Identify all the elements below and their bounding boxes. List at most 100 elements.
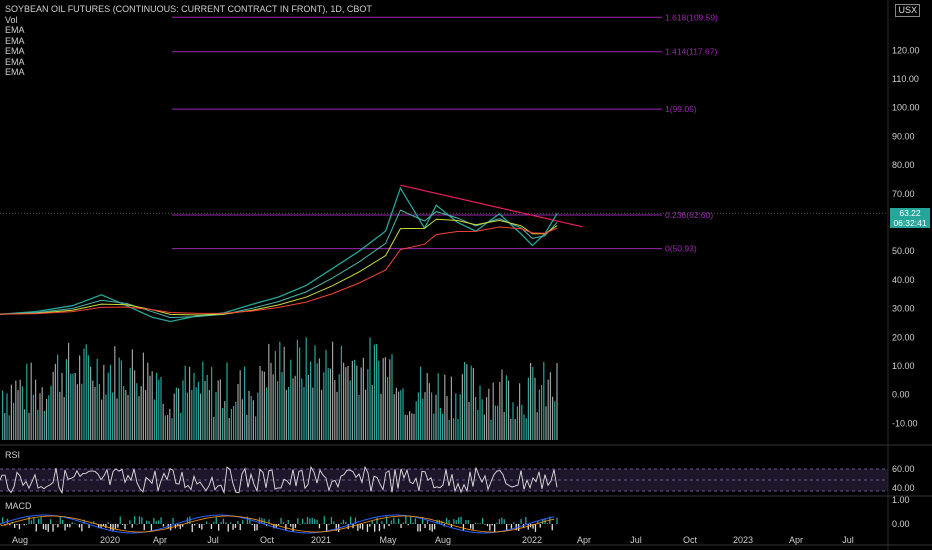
macd-hist-bar (318, 524, 321, 529)
volume-bar (195, 387, 197, 440)
volume-bar (503, 412, 505, 440)
macd-hist-bar (400, 524, 402, 528)
volume-bar (490, 419, 492, 440)
macd-hist-bar (467, 520, 469, 524)
macd-hist-bar (54, 524, 57, 525)
volume-bar (505, 375, 507, 440)
macd-hist-bar (532, 524, 534, 529)
macd-hist-bar (26, 524, 28, 525)
volume-bar (94, 387, 96, 440)
macd-hist-bar (18, 524, 21, 530)
symbol-title[interactable]: SOYBEAN OIL FUTURES (CONTINUOUS: CURRENT… (5, 4, 372, 14)
macd-hist-bar (527, 524, 529, 530)
volume-bar (501, 369, 503, 440)
macd-hist-bar (537, 521, 539, 524)
volume-bar (420, 366, 422, 440)
macd-hist-bar (345, 521, 347, 524)
macd-hist-bar (278, 524, 280, 526)
volume-bar (316, 363, 318, 440)
volume-bar (52, 371, 54, 440)
trendline[interactable] (400, 184, 583, 228)
volume-bar (171, 418, 173, 440)
macd-hist-bar (143, 524, 145, 531)
volume-bar (318, 358, 320, 440)
macd-hist-bar (534, 524, 537, 532)
volume-bar (512, 402, 514, 440)
macd-hist-bar (105, 524, 107, 528)
macd-hist-bar (501, 517, 503, 524)
volume-bar (435, 394, 437, 440)
volume-bar (384, 357, 386, 440)
macd-line (0, 514, 555, 534)
macd-hist-bar (153, 517, 155, 524)
macd-hist-bar (251, 524, 253, 526)
volume-bar (532, 367, 534, 440)
macd-hist-bar (64, 524, 66, 531)
volume-bar (244, 366, 246, 440)
price-tick: 110.00 (892, 74, 919, 84)
rsi-tick: 40.00 (892, 483, 915, 493)
macd-hist-bar (114, 524, 117, 529)
macd-hist-bar (146, 520, 148, 524)
macd-hist-bar (42, 524, 45, 530)
volume-bar (224, 401, 226, 440)
volume-bar (136, 383, 138, 440)
currency-badge[interactable]: USX (895, 4, 920, 17)
volume-bar (424, 392, 426, 440)
study-ema-4[interactable]: EMA (5, 56, 25, 67)
volume-bar (519, 383, 521, 440)
volume-bar (428, 383, 430, 440)
rsi-label[interactable]: RSI (5, 450, 21, 460)
macd-hist-bar (323, 516, 325, 524)
macd-hist-bar (273, 524, 275, 529)
volume-bar (21, 386, 23, 440)
volume-bar (72, 373, 74, 440)
volume-bar (50, 385, 52, 440)
volume-bar (362, 357, 364, 440)
macd-hist-bar (402, 522, 405, 524)
study-ema-3[interactable]: EMA (5, 46, 25, 56)
macd-hist-bar (386, 516, 388, 524)
volume-bar (230, 409, 232, 440)
volume-bar (347, 366, 349, 440)
study-ema-1[interactable]: EMA (5, 25, 25, 35)
macd-hist-bar (160, 517, 162, 524)
time-axis[interactable]: Aug 2020 Apr Jul Oct 2021 May Aug 2022 Apr Jul Oct 2… (12, 535, 854, 545)
macd-hist-bar (357, 524, 359, 531)
volume-bar (409, 411, 411, 440)
macd-hist-bar (359, 524, 361, 529)
volume-bar (112, 392, 114, 440)
price-tick: 70.00 (892, 189, 915, 199)
volume-bar (444, 374, 446, 440)
study-ema-5[interactable]: EMA (5, 67, 25, 77)
volume-bar (345, 367, 347, 440)
macd-hist-bar (50, 519, 52, 524)
volume-bar (263, 371, 265, 440)
volume-bar (228, 417, 230, 440)
macd-hist-bar (520, 518, 522, 524)
volume-bar (105, 394, 107, 440)
macd-hist-bar (426, 519, 429, 524)
study-ema-2[interactable]: EMA (5, 35, 25, 46)
macd-hist-bar (81, 524, 83, 532)
macd-hist-bar (134, 516, 136, 524)
volume-bar (76, 384, 78, 440)
macd-hist-bar (2, 517, 4, 524)
macd-label[interactable]: MACD (5, 501, 32, 511)
volume-bar (180, 412, 182, 440)
macd-hist-bar (23, 524, 25, 526)
volume-bar (415, 401, 417, 440)
macd-hist-bar (196, 523, 198, 524)
study-vol[interactable]: Vol (5, 14, 18, 25)
volume-bar (211, 367, 213, 440)
time-tick: Apr (577, 535, 591, 545)
macd-hist-bar (369, 524, 371, 527)
macd-hist-bar (194, 524, 196, 526)
macd-hist-bar (206, 521, 208, 524)
volume-bar (63, 397, 65, 440)
fib-level-label: 1.618(109.59) (665, 12, 718, 22)
volume-bar (389, 359, 391, 440)
macd-hist-bar (388, 524, 390, 527)
